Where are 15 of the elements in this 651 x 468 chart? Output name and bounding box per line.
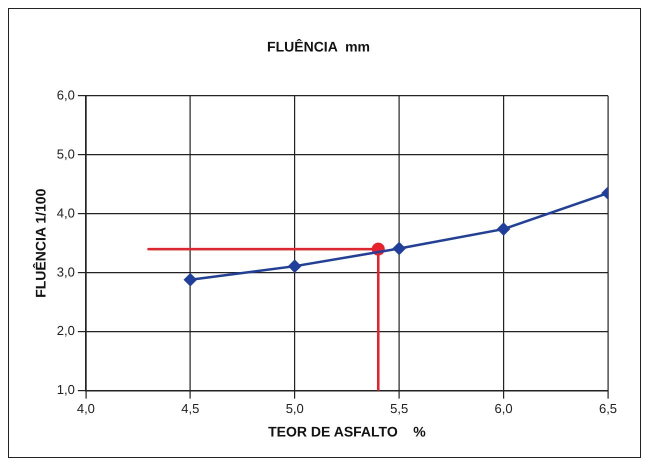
y-tick-label: 2,0: [56, 323, 75, 338]
x-tick-label: 5,5: [390, 400, 408, 416]
y-axis-title: FLUÊNCIA 1/100: [32, 188, 48, 298]
y-tick-label: 5,0: [56, 146, 75, 162]
x-tick-label: 6,0: [494, 400, 513, 416]
x-tick-label: 6,5: [598, 400, 618, 416]
y-tick-label: 6,0: [56, 87, 75, 102]
y-tick-label: 1,0: [56, 382, 75, 398]
x-axis-title: TEOR DE ASFALTO %: [268, 423, 426, 440]
y-tick-label: 3,0: [56, 264, 75, 280]
x-tick-label: 4,5: [181, 400, 200, 416]
x-tick-label: 5,0: [286, 400, 304, 416]
y-tick-label: 4,0: [56, 205, 75, 220]
chart-title: FLUÊNCIA mm: [267, 38, 370, 54]
x-tick-label: 4,0: [76, 400, 95, 416]
